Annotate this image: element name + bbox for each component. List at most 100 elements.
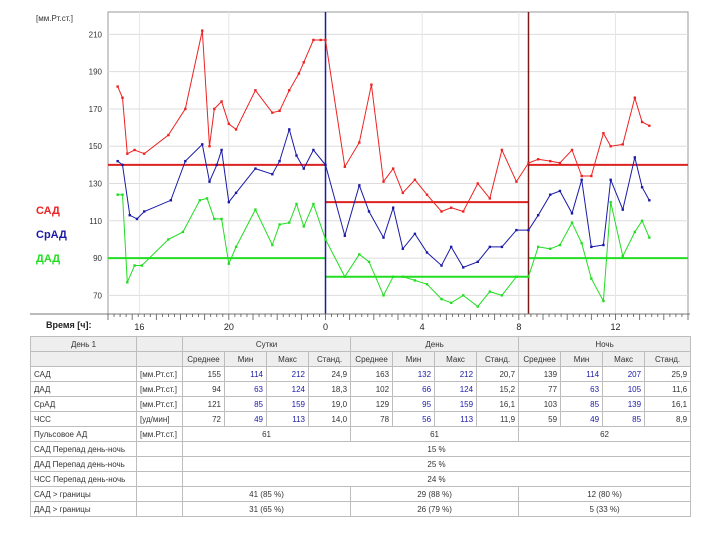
value-cell: 49: [224, 411, 267, 427]
table-row: СрАД [мм.Рт.ст.] 121 85 159 19,0 129 95 159 16,1 1…: [30, 396, 692, 412]
data-point: [254, 89, 257, 92]
value-cell: 16,1: [476, 396, 520, 412]
value-cell: 113: [434, 411, 478, 427]
row-label: ДАД: [30, 381, 137, 397]
subheader-cell: Мин: [560, 351, 604, 367]
table-row-limit: ДАД > границы 31 (65 %) 26 (79 %) 5 (33 %): [30, 501, 692, 517]
value-cell: 159: [434, 396, 478, 412]
value-cell: 139: [602, 396, 646, 412]
data-point: [488, 197, 492, 200]
data-point: [167, 133, 170, 137]
value-cell: 103: [518, 396, 562, 412]
group-header-daytime: День: [350, 336, 520, 352]
data-point: [319, 38, 322, 42]
data-point: [609, 178, 612, 181]
subheader-cell: Макс: [266, 351, 309, 367]
y-tick-labels: 70 90 110 130 150 170 190 210: [89, 30, 103, 300]
data-point: [580, 178, 583, 181]
data-point: [590, 277, 593, 280]
value-cell: 95: [392, 396, 436, 412]
data-point: [126, 152, 129, 155]
value-cell: 163: [350, 366, 394, 382]
data-point: [370, 83, 373, 86]
data-point: [580, 174, 583, 178]
row-unit: [136, 486, 183, 502]
data-point: [558, 189, 562, 193]
row-label: ДАД Перепад день-ночь: [30, 456, 137, 472]
data-point: [391, 167, 395, 170]
data-point: [500, 294, 504, 297]
data-point: [462, 266, 465, 269]
row-unit: [мм.Рт.ст.]: [136, 396, 183, 412]
value-cell: 49: [560, 411, 604, 427]
row-unit: [мм.Рт.ст.]: [136, 426, 183, 442]
data-point: [633, 156, 637, 159]
row-label: ЧСС Перепад день-ночь: [30, 471, 137, 487]
data-point: [440, 264, 443, 267]
data-point: [121, 163, 124, 167]
value-cell: 207: [602, 366, 646, 382]
data-point: [208, 145, 211, 148]
data-point: [602, 243, 605, 247]
data-point: [527, 161, 530, 165]
data-point: [527, 228, 530, 232]
y-axis-label: [мм.Рт.ст.]: [36, 14, 73, 23]
data-point: [116, 159, 119, 163]
value-cell: 124: [434, 381, 478, 397]
legend-srad: СрАД: [36, 229, 67, 241]
value-cell: 159: [266, 396, 309, 412]
value-cell: 19,0: [307, 396, 352, 412]
value-cell: 132: [392, 366, 436, 382]
data-point: [234, 245, 238, 249]
value-cell: 14,0: [307, 411, 352, 427]
data-point: [201, 29, 204, 32]
data-point: [500, 148, 504, 152]
data-point: [297, 72, 301, 75]
data-point: [116, 85, 119, 88]
subheader-cell: Станд.: [307, 351, 352, 367]
data-point: [271, 111, 274, 114]
data-point: [602, 299, 605, 303]
subheader-cell: Макс: [434, 351, 478, 367]
data-point: [570, 212, 574, 215]
value-cell: 31 (65 %): [181, 501, 352, 517]
row-label: СрАД: [30, 396, 137, 412]
x-axis-label: Время [ч]:: [46, 320, 92, 330]
data-point: [488, 290, 492, 293]
data-point: [462, 210, 465, 213]
value-cell: 212: [434, 366, 478, 382]
subheader-cell: Макс: [602, 351, 646, 367]
x-tick-label: 8: [516, 322, 521, 332]
data-point: [401, 191, 405, 195]
subheader-empty: [136, 351, 183, 367]
data-point: [440, 210, 443, 213]
y-tick-label: 70: [93, 291, 102, 300]
subheader-cell: Мин: [392, 351, 436, 367]
data-point: [425, 251, 429, 254]
data-point: [358, 253, 361, 256]
data-point: [324, 38, 327, 42]
data-point: [609, 200, 612, 204]
value-cell: 114: [224, 366, 267, 382]
value-cell: 25,9: [644, 366, 692, 382]
data-point: [648, 124, 651, 127]
data-point: [278, 159, 281, 163]
table-row-diff: ЧСС Перепад день-ночь 24 %: [30, 471, 692, 487]
data-point: [278, 109, 281, 113]
value-cell: 124: [266, 381, 309, 397]
data-point: [324, 163, 327, 167]
value-cell: 139: [518, 366, 562, 382]
data-point: [609, 145, 612, 148]
table-row-diff: САД Перепад день-ночь 15 %: [30, 441, 692, 457]
data-point: [425, 193, 429, 196]
data-point: [220, 100, 223, 103]
data-point: [515, 228, 518, 232]
value-cell: 62: [518, 426, 692, 442]
unit-header: [136, 336, 183, 352]
row-unit: [136, 456, 183, 472]
data-point: [135, 217, 139, 221]
data-point: [440, 297, 443, 301]
data-point: [201, 143, 204, 146]
row-unit: [136, 471, 183, 487]
data-point: [449, 245, 453, 249]
